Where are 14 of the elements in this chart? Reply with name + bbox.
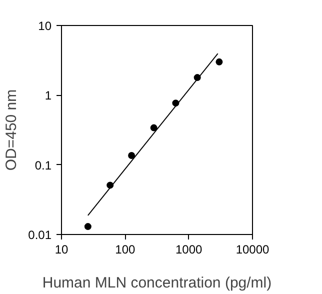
point xyxy=(128,152,136,160)
y-tick-label: 0.1 xyxy=(34,158,52,172)
x-tick-label: 100 xyxy=(115,242,136,256)
x-tick-label: 10000 xyxy=(236,242,270,256)
x-axis-title: Human MLN concentration (pg/ml) xyxy=(42,274,272,292)
y-tick-label: 1 xyxy=(44,88,52,103)
point xyxy=(150,124,158,132)
y-tick-label: 10 xyxy=(38,19,52,33)
x-tick-label: 1000 xyxy=(175,242,203,256)
y-tick-label: 0.01 xyxy=(28,228,52,242)
y-axis-title: OD=450 nm xyxy=(3,89,20,171)
point xyxy=(84,223,92,230)
point xyxy=(216,58,223,66)
x-tick-label: 10 xyxy=(54,242,68,256)
